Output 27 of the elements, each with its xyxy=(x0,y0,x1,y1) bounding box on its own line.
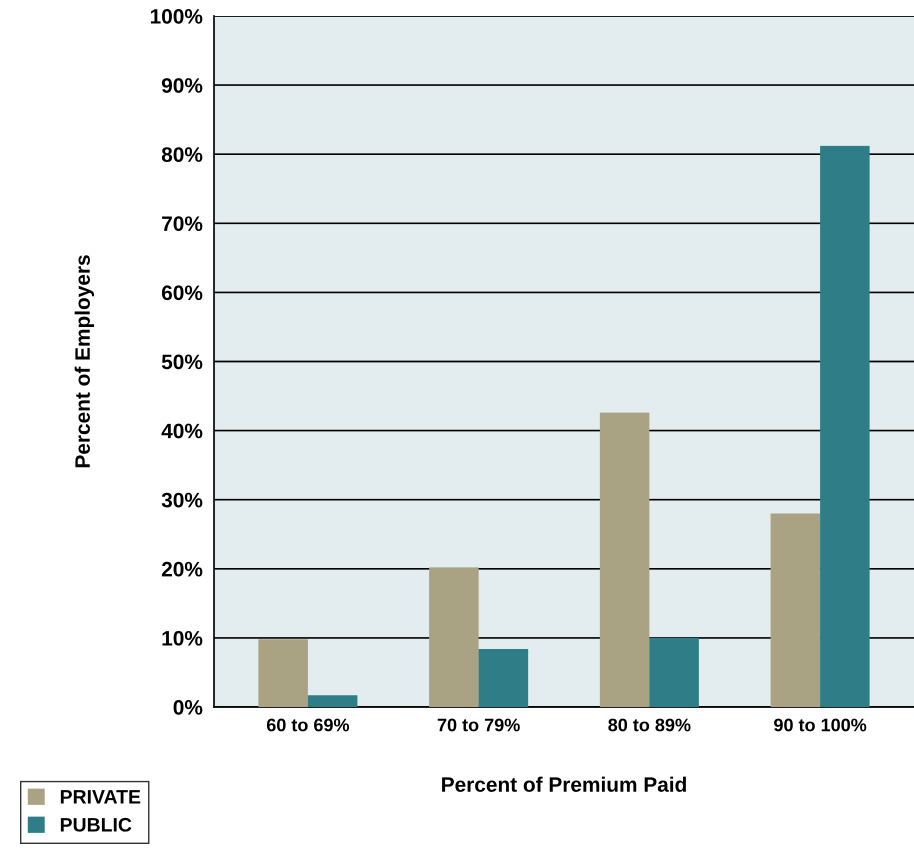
x-tick-label: 90 to 100% xyxy=(774,718,866,732)
y-tick-label: 100% xyxy=(150,9,202,24)
x-axis-title: Percent of Premium Paid xyxy=(442,776,686,792)
y-axis-title: Percent of Employers xyxy=(74,255,94,468)
y-tick-label: 70% xyxy=(162,216,202,232)
bar xyxy=(600,412,650,707)
x-tick-label: 60 to 69% xyxy=(266,718,350,732)
x-tick-label: 70 to 79% xyxy=(438,718,520,732)
y-tick-label: 10% xyxy=(162,630,202,646)
y-tick-label: 60% xyxy=(162,285,202,300)
x-tick-label: 80 to 89% xyxy=(608,718,691,732)
y-tick-label: 20% xyxy=(162,562,202,577)
bar xyxy=(649,638,699,707)
y-tick-label: 80% xyxy=(162,147,202,162)
bar xyxy=(308,695,358,707)
legend-label: PUBLIC xyxy=(60,818,132,832)
bar xyxy=(770,514,820,707)
y-tick-label: 50% xyxy=(162,354,202,370)
bar xyxy=(478,648,528,707)
y-tick-label: 90% xyxy=(162,78,202,93)
y-tick-label: 30% xyxy=(162,492,202,508)
y-tick-label: 40% xyxy=(162,424,202,438)
y-tick-label: 0% xyxy=(174,700,202,715)
bar xyxy=(258,639,308,707)
bar xyxy=(820,146,870,707)
legend-label: PRIVATE xyxy=(60,790,140,804)
bar xyxy=(429,567,479,707)
